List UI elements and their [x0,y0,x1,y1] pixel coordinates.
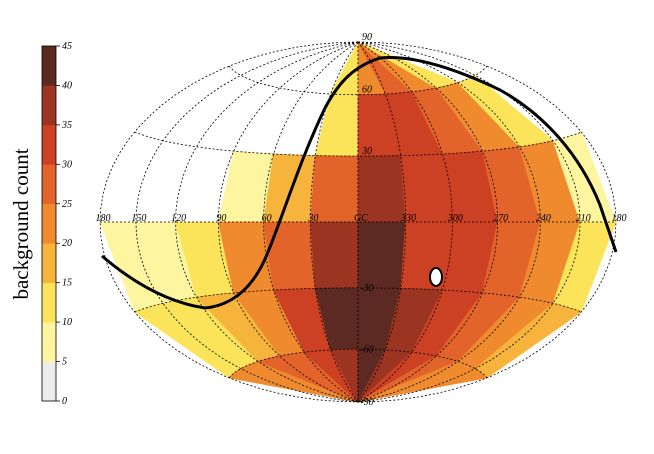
colorbar-tick-label: 5 [62,357,67,368]
lat-label: -60 [360,344,373,355]
colorbar-band [42,322,56,362]
lat-label: 90 [362,32,372,43]
colorbar-tick-label: 15 [62,278,72,289]
colorbar-tick-label: 10 [62,317,72,328]
colorbar-tick-label: 30 [61,159,72,170]
colorbar: 0 5 10 15 20 25 30 35 40 45 [41,41,72,407]
lat-label: -90 [360,397,373,408]
parallel [134,131,582,157]
lon-label: 180 [96,213,111,224]
colorbar-frame [41,45,57,402]
source-spot [429,267,443,287]
lon-label: 150 [131,213,146,224]
colorbar-tick-label: 35 [61,120,72,131]
colorbar-tick-label: 0 [62,396,67,407]
meridian [309,41,359,403]
colorbar-tick-label: 40 [62,80,72,91]
cells [99,41,617,403]
lat-label: 30 [361,146,372,157]
lon-label: 330 [400,213,416,224]
parallel [134,287,582,313]
cell [357,221,406,289]
lon-label: 270 [493,213,508,224]
meridian [135,41,359,403]
parallel [228,348,488,379]
colorbar-tick-label: 45 [62,41,72,52]
grid [99,41,617,403]
colorbar-tick-label: 20 [62,238,72,249]
lon-label: 180 [612,213,627,224]
colorbar-band [42,46,56,86]
cell [310,221,359,289]
exposure-boundary [101,56,618,310]
colorbar-band [42,164,56,205]
colorbar-band [42,243,56,283]
colorbar-label: background count [9,148,33,299]
lat-label: -30 [360,283,373,294]
colorbar-band [42,85,56,126]
lon-label: 90 [216,213,226,224]
colorbar-tick-label: 25 [62,199,72,210]
lon-label: GC [354,213,368,224]
lat-label: 60 [362,85,372,96]
lon-label: 240 [536,213,551,224]
colorbar-band [42,282,56,323]
colorbar-band [42,203,56,244]
colorbar-band [42,124,56,165]
lon-label: 210 [576,213,591,224]
lon-label: 300 [447,213,463,224]
lon-label: 120 [171,213,186,224]
lon-label: 30 [307,213,318,224]
parallel [228,65,488,96]
colorbar-band [42,361,56,402]
lon-label: 60 [262,213,272,224]
